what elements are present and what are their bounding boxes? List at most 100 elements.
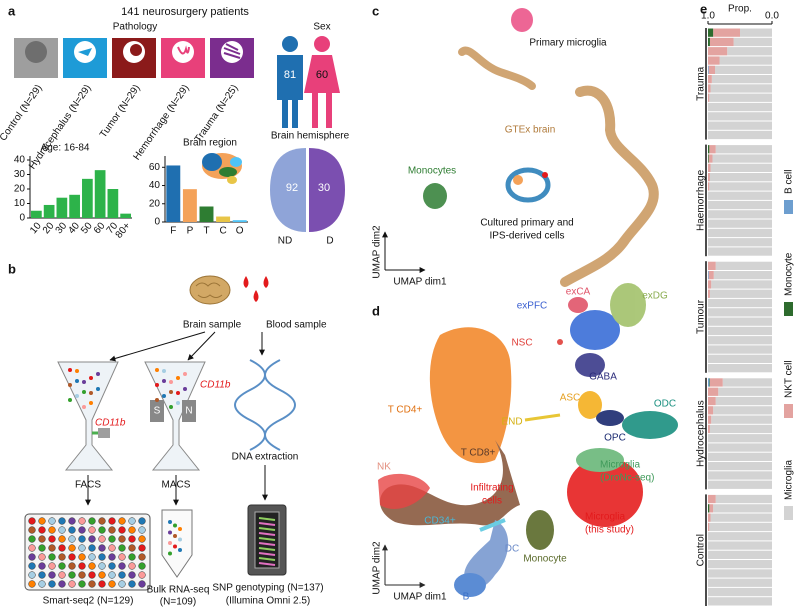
chip-strand	[258, 527, 276, 531]
hemisphere-count: 30	[318, 182, 330, 194]
bar-segment	[709, 378, 710, 387]
umap-clusters	[382, 8, 659, 287]
well	[128, 526, 136, 534]
cluster-label: exPFC	[517, 301, 548, 312]
well	[78, 544, 86, 552]
bar	[31, 210, 42, 218]
legend-swatch	[784, 302, 793, 316]
pathology-icons	[14, 38, 254, 78]
x-tick-label: 1.0	[701, 11, 715, 22]
well	[128, 535, 136, 543]
well	[108, 517, 116, 525]
well	[78, 526, 86, 534]
bar-segment	[708, 387, 719, 396]
well	[28, 544, 36, 552]
cluster-label: Cultured primary and	[480, 218, 573, 229]
hemisphere-count: 92	[286, 182, 298, 194]
group-label: Tumour	[696, 299, 707, 334]
well	[28, 517, 36, 525]
bar-segment	[708, 191, 772, 200]
bar-segment	[708, 271, 709, 280]
subtitle: Sex	[313, 22, 330, 33]
well	[108, 571, 116, 579]
well	[108, 526, 116, 534]
well	[88, 535, 96, 543]
bar-segment	[710, 163, 772, 172]
well	[128, 571, 136, 579]
axis-label: UMAP dim1	[393, 592, 447, 603]
bar-segment	[708, 65, 716, 74]
well	[98, 526, 106, 534]
well	[78, 553, 86, 561]
cell	[162, 379, 166, 383]
protocol-graphics	[24, 275, 296, 591]
bar-segment	[708, 163, 711, 172]
well	[68, 535, 76, 543]
well	[58, 571, 66, 579]
hemisphere-icon	[270, 148, 345, 232]
bar-segment	[708, 560, 772, 569]
cell	[68, 368, 72, 372]
cluster-label: END	[501, 417, 522, 428]
bar-segment	[733, 37, 772, 47]
cell	[168, 551, 172, 556]
panel-label: e	[700, 1, 707, 16]
well	[68, 517, 76, 525]
cell	[82, 380, 86, 384]
chart-title: Age: 16-84	[41, 143, 90, 154]
y-tick-label: 30	[14, 169, 26, 180]
bar-segment	[740, 28, 772, 37]
cell	[169, 380, 173, 384]
cell	[68, 398, 72, 402]
bar-segment	[708, 28, 714, 37]
cell	[155, 368, 159, 372]
bar-segment	[713, 406, 772, 415]
well	[118, 544, 126, 552]
well	[138, 535, 146, 543]
bar-segment	[708, 597, 772, 606]
bar	[199, 206, 214, 222]
well	[78, 517, 86, 525]
well	[98, 571, 106, 579]
well	[38, 553, 46, 561]
well	[48, 562, 56, 570]
well	[128, 517, 136, 525]
cluster-label: NK	[377, 462, 391, 473]
bar-segment	[708, 93, 710, 102]
cell	[173, 544, 177, 549]
cell	[178, 537, 182, 542]
bar	[69, 194, 80, 218]
bar-segment	[708, 317, 772, 326]
well	[38, 526, 46, 534]
well	[88, 517, 96, 525]
y-tick-label: 20	[149, 198, 161, 209]
bar-segment	[718, 387, 772, 396]
pathology-label: Trauma (N=25)	[193, 83, 241, 145]
well	[48, 517, 56, 525]
method-label: FACS	[75, 480, 101, 491]
well	[68, 571, 76, 579]
bar-segment	[708, 298, 772, 308]
subtitle: Brain hemisphere	[271, 131, 350, 142]
x-tick-label: 0.0	[765, 11, 779, 22]
chip-strand	[258, 562, 276, 566]
bar-segment	[708, 513, 711, 522]
bar-segment	[708, 47, 728, 56]
cluster-labels: exCA exDG exPFC NSC GABA ASC ODC END OPC T CD4+ T …	[377, 287, 676, 603]
hemisphere-label: ND	[278, 236, 292, 247]
well	[108, 562, 116, 570]
axis-label: UMAP dim2	[372, 541, 383, 595]
legend-swatch	[784, 404, 793, 418]
bar	[107, 189, 119, 218]
group-label: Trauma	[696, 66, 707, 101]
bar-segment	[708, 550, 772, 559]
bar-segment	[709, 504, 714, 513]
method-label: MACS	[162, 480, 191, 491]
cluster-label: cells	[482, 496, 502, 507]
well	[68, 553, 76, 561]
subtitle: Pathology	[113, 22, 157, 33]
well	[28, 580, 36, 588]
umap-clusters	[378, 283, 678, 597]
cluster-label: GTEx brain	[505, 125, 556, 136]
